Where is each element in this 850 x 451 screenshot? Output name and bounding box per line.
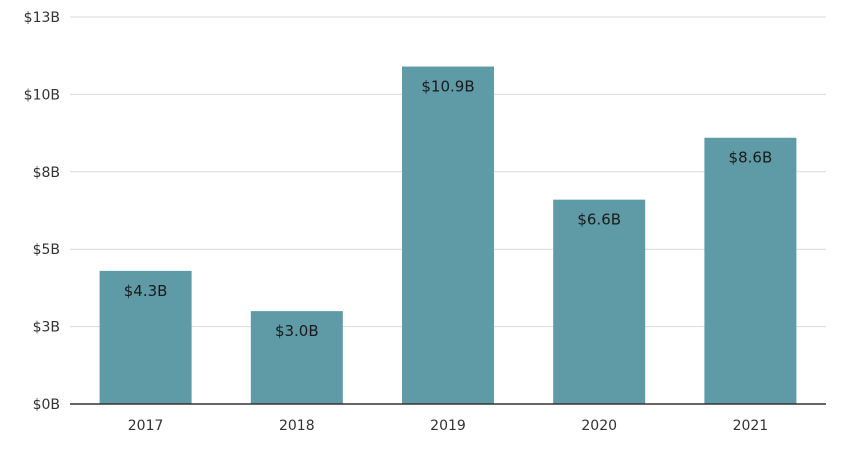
x-tick-label: 2017: [128, 418, 164, 434]
axes: $0B $3B $5B $8B $10B $13B 2017 2018 2019 2020 2021: [24, 10, 826, 434]
bar-2021: [704, 137, 797, 404]
bar-2018: [250, 311, 343, 404]
x-tick-label: 2021: [733, 418, 769, 434]
bar-2017: [99, 270, 192, 404]
x-tick-label: 2018: [279, 418, 315, 434]
y-tick-label: $5B: [33, 242, 60, 258]
data-labels: $4.3B $3.0B $10.9B $6.6B $8.6B: [124, 78, 773, 341]
x-tick-label: 2019: [430, 418, 466, 434]
y-tick-label: $3B: [33, 320, 60, 336]
data-label: $8.6B: [729, 149, 773, 167]
y-tick-label: $0B: [33, 397, 60, 413]
y-tick-label: $10B: [24, 87, 60, 103]
data-label: $4.3B: [124, 282, 168, 300]
y-tick-label: $8B: [33, 165, 60, 181]
bar-2019: [402, 66, 494, 404]
bar-2020: [553, 199, 646, 404]
x-tick-label: 2020: [581, 418, 617, 434]
y-tick-label: $13B: [24, 10, 60, 26]
data-label: $6.6B: [577, 211, 621, 229]
data-label: $10.9B: [421, 78, 474, 96]
bars: [99, 66, 797, 404]
data-label: $3.0B: [275, 322, 319, 340]
